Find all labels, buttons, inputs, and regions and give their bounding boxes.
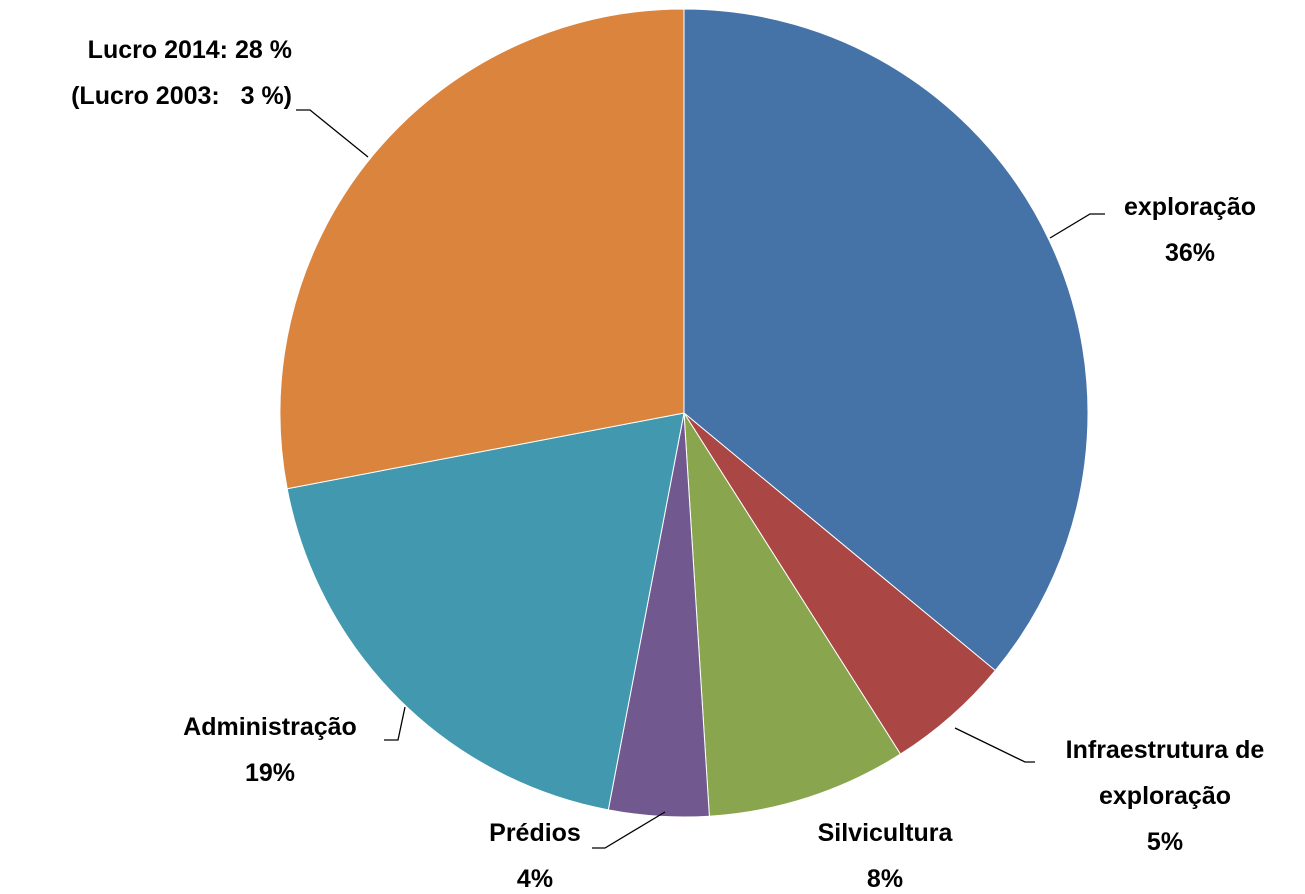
label-line: Lucro 2014: 28 % <box>0 27 292 73</box>
value-label: 4% <box>516 865 554 893</box>
leader-line <box>592 811 666 849</box>
pie-slice <box>683 412 902 817</box>
leader-line <box>384 706 406 741</box>
value-label: 19% <box>244 759 296 787</box>
leader-line <box>1049 213 1105 239</box>
value-label: 5% <box>1146 828 1184 856</box>
pie-slice <box>279 8 685 490</box>
category-label: exploração <box>1123 193 1256 221</box>
value-label: 28 % <box>235 36 292 64</box>
category-label: Silvicultura <box>817 819 953 847</box>
data-label: Administração 19% <box>140 704 400 796</box>
leader-lines <box>296 109 1105 849</box>
value-label: 36% <box>1164 239 1216 267</box>
data-label: Prédios 4% <box>455 810 615 894</box>
data-label: exploração 36% <box>1090 184 1290 276</box>
annotation: (Lucro 2003: 3 %) <box>71 82 292 110</box>
category-label: Lucro 2014: <box>87 36 229 64</box>
leader-line <box>954 727 1035 763</box>
category-label: Infraestrutura de exploração <box>1065 736 1272 810</box>
data-label: Silvicultura 8% <box>775 810 995 894</box>
data-label: Infraestrutura de exploração 5% <box>1020 727 1305 865</box>
category-label: Prédios <box>489 819 581 847</box>
leader-line <box>296 109 369 158</box>
data-label: Lucro 2014: 28 % (Lucro 2003: 3 %) <box>0 27 292 119</box>
slices <box>279 8 1089 818</box>
value-label: 8% <box>866 865 904 893</box>
category-label: Administração <box>183 713 357 741</box>
pie-slice <box>286 412 685 811</box>
pie-slice <box>683 8 1089 672</box>
